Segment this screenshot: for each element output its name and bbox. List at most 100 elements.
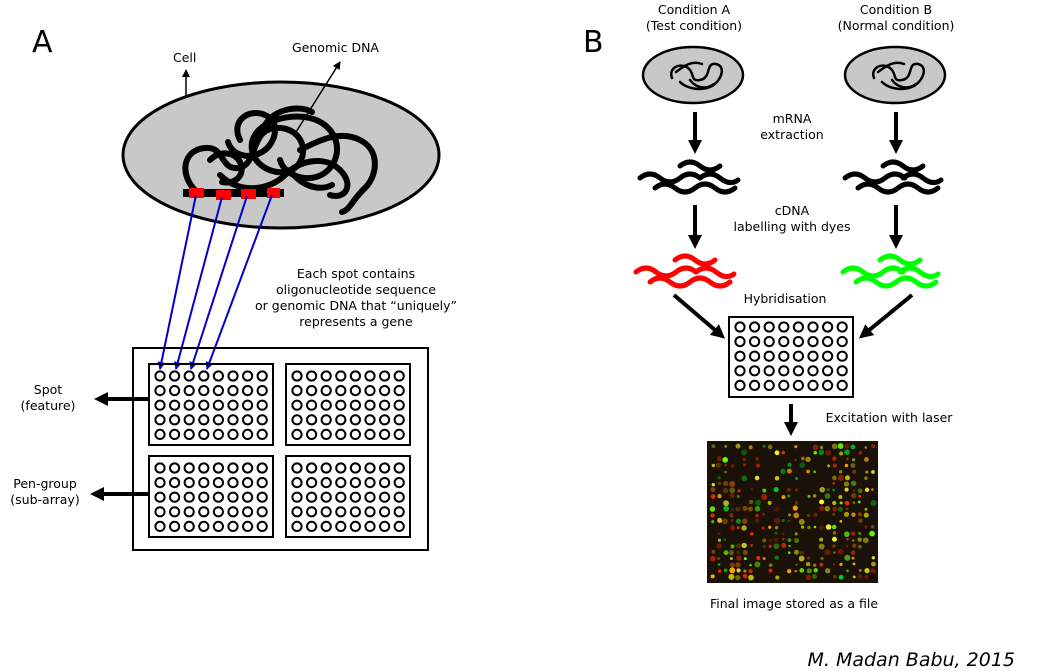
scan-spot [762,545,766,549]
sub-array-3 [148,455,274,538]
cdna-red [633,253,737,289]
scan-spot [750,543,753,547]
scan-spot [742,463,746,467]
scan-spot [748,569,753,574]
array-spot [256,414,268,426]
scan-spot [832,531,837,535]
scan-spot [843,511,850,517]
array-spot [393,506,405,518]
scan-spot [833,574,837,579]
array-spot [291,506,303,518]
scan-spot [743,569,747,573]
array-spot [379,491,391,503]
scan-spot [762,512,765,516]
array-spot [763,321,775,333]
array-spot [393,520,405,533]
array-spot [198,491,210,503]
scan-spot [780,468,786,475]
array-spot [242,506,254,518]
array-spot [306,520,318,533]
scan-spot [723,505,730,512]
scan-spot [742,457,746,462]
scan-spot [850,463,856,468]
array-spot [306,428,318,440]
scan-spot [711,444,716,449]
array-spot [393,414,405,426]
scan-spot [838,470,843,474]
scan-spot [729,567,736,574]
condition-b-cell [843,45,947,105]
scan-spot [710,494,716,499]
array-spot [734,321,746,333]
scan-spot [787,462,792,468]
array-spot [393,428,405,440]
scan-spot [741,475,748,482]
laser-step-label: Excitation with laser [826,410,954,425]
sub-array-4 [285,455,411,538]
scan-spot [735,575,741,581]
array-spot [335,477,347,489]
scan-spot [709,506,716,512]
array-spot [227,477,239,489]
array-slide [132,347,429,551]
scan-spot [863,512,869,518]
scan-spot [832,488,835,492]
array-spot [320,506,332,518]
array-spot [198,399,210,411]
cdna-green [840,253,941,289]
array-spot [306,370,318,382]
array-spot [335,506,347,518]
sub-array-1 [148,363,274,446]
scan-spot [773,543,780,550]
array-spot [169,370,181,382]
scan-spot [768,544,772,548]
scan-spot [710,513,715,518]
scan-spot [742,573,748,579]
array-spot [335,370,347,382]
scan-spot [832,500,837,506]
scan-spot [857,488,863,494]
array-spot [183,414,195,426]
scan-spot [723,538,727,542]
scan-spot [825,524,832,530]
svg-text:Spot: Spot [34,382,63,397]
scan-spot [761,493,768,500]
mrna-a [637,159,741,195]
scan-spot [730,525,736,531]
scan-spot [729,556,733,561]
array-spot [379,385,391,397]
array-spot [364,491,376,503]
array-spot [256,491,268,503]
scan-spot [722,518,728,525]
array-spot [169,477,181,489]
array-spot [242,477,254,489]
scan-spot [806,568,812,574]
array-spot [393,462,405,474]
scan-spot [729,487,736,494]
svg-text:(Test condition): (Test condition) [646,18,742,33]
array-spot [836,336,848,348]
array-spot [198,370,210,382]
array-spot [242,428,254,440]
scan-spot [718,569,722,573]
array-spot [364,414,376,426]
scan-spot [851,531,856,536]
scan-spot [711,482,716,487]
cdna-step-label: cDNA labelling with dyes [733,203,850,234]
scan-spot [794,488,798,492]
scan-spot [741,542,747,549]
scan-spot [729,513,734,518]
array-spot [364,428,376,440]
scan-spot [843,481,850,487]
credit-text: M. Madan Babu, 2015 [807,649,1015,671]
scan-spot [831,524,837,530]
scan-spot [710,487,716,493]
scan-spot [717,481,722,486]
scan-spot [852,489,856,492]
scan-spot [781,450,786,455]
array-spot [291,414,303,426]
hybridisation-spots [734,321,848,391]
array-spot [792,321,805,333]
scan-spot [818,525,825,531]
array-spot [256,428,268,440]
